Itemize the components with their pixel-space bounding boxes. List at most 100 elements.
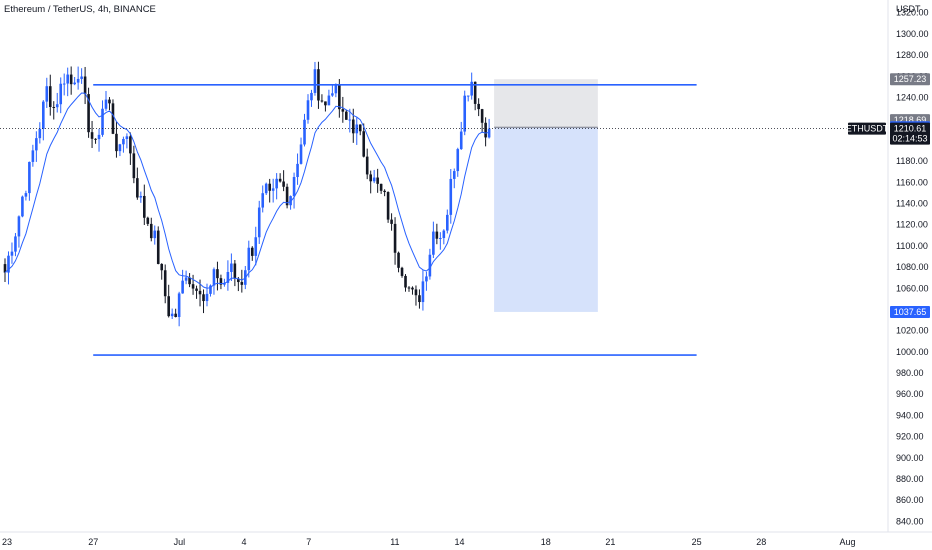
candle-body[interactable] [14,236,17,252]
candle-body[interactable] [397,252,400,268]
candle-body[interactable] [411,287,414,290]
candle-body[interactable] [209,285,212,294]
candle-body[interactable] [432,231,435,255]
candle-body[interactable] [237,278,240,283]
candle-body[interactable] [122,138,125,145]
candle-body[interactable] [379,183,383,191]
time-axis[interactable]: 23 27 Jul 4 7 11 14 18 21 25 28 Aug [0,531,932,547]
candle-body[interactable] [149,223,153,239]
candle-body[interactable] [452,171,456,179]
candle-body[interactable] [320,100,324,102]
candle-body[interactable] [393,223,397,253]
candle-body[interactable] [233,263,237,279]
candle-body[interactable] [275,178,278,189]
candle-body[interactable] [62,83,66,85]
candle-body[interactable] [383,190,386,193]
candle-body[interactable] [372,177,376,182]
candle-body[interactable] [10,251,14,256]
candle-body[interactable] [250,247,254,256]
candle-body[interactable] [439,238,442,240]
candle-body[interactable] [198,290,202,295]
candle-body[interactable] [466,95,470,97]
candle-body[interactable] [421,281,425,303]
candle-body[interactable] [143,195,146,218]
candle-body[interactable] [163,270,167,297]
candle-body[interactable] [104,99,108,109]
candle-body[interactable] [404,275,407,288]
candle-body[interactable] [327,95,331,106]
candle-body[interactable] [292,177,296,197]
candle-body[interactable] [463,95,467,132]
candle-body[interactable] [184,277,188,281]
candle-body[interactable] [202,294,205,302]
candle-body[interactable] [136,178,139,198]
candle-body[interactable] [17,216,21,237]
candle-body[interactable] [205,293,209,302]
candle-body[interactable] [170,313,174,317]
candle-body[interactable] [177,293,181,318]
candle-body[interactable] [376,177,379,184]
candle-body[interactable] [407,287,411,289]
candle-body[interactable] [264,183,268,194]
candle-body[interactable] [425,276,428,282]
candle-body[interactable] [174,313,177,318]
candle-body[interactable] [310,92,313,101]
candle-body[interactable] [111,103,115,134]
candle-body[interactable] [21,196,24,217]
stop-loss-zone[interactable] [494,79,598,128]
candle-body[interactable] [390,219,393,224]
candle-body[interactable] [73,82,76,85]
candle-body[interactable] [156,230,160,264]
candle-body[interactable] [362,131,366,157]
candle-body[interactable] [442,230,446,239]
candle-body[interactable] [31,150,35,162]
candle-body[interactable] [271,188,275,191]
candle-body[interactable] [334,84,338,94]
candle-body[interactable] [473,81,477,104]
candle-body[interactable] [331,93,334,96]
candle-body[interactable] [83,76,87,95]
candle-body[interactable] [167,296,170,317]
candle-body[interactable] [282,181,285,187]
candle-body[interactable] [195,288,198,291]
candle-body[interactable] [240,282,244,285]
candle-body[interactable] [358,124,362,132]
candle-body[interactable] [28,161,31,194]
candle-body[interactable] [55,104,59,108]
candle-body[interactable] [181,280,184,294]
candle-body[interactable] [386,192,390,220]
candle-body[interactable] [341,109,345,112]
candle-body[interactable] [369,174,372,182]
candle-body[interactable] [191,284,195,289]
candle-body[interactable] [160,263,164,271]
candle-body[interactable] [188,277,191,285]
candle-body[interactable] [435,231,439,239]
candle-body[interactable] [348,119,352,121]
candle-body[interactable] [306,100,310,120]
candle-body[interactable] [484,122,487,138]
candle-body[interactable] [299,144,303,164]
candle-body[interactable] [118,144,122,152]
candle-body[interactable] [115,133,118,152]
candle-body[interactable] [296,163,299,178]
candle-body[interactable] [90,132,94,139]
candle-body[interactable] [97,134,101,140]
candle-body[interactable] [132,153,136,179]
candle-body[interactable] [87,94,90,133]
candle-body[interactable] [285,186,289,206]
candle-body[interactable] [69,74,73,85]
candle-body[interactable] [459,131,463,150]
candle-body[interactable] [108,99,111,104]
candle-body[interactable] [45,86,49,102]
candle-body[interactable] [35,138,38,151]
candle-body[interactable] [146,217,150,224]
candle-body[interactable] [345,111,348,120]
candle-body[interactable] [414,289,418,296]
candle-body[interactable] [470,81,473,96]
candle-body[interactable] [125,136,129,139]
candle-body[interactable] [101,108,104,135]
candle-body[interactable] [313,69,317,93]
candle-body[interactable] [477,103,480,110]
candle-body[interactable] [400,267,404,276]
candle-body[interactable] [24,193,28,197]
